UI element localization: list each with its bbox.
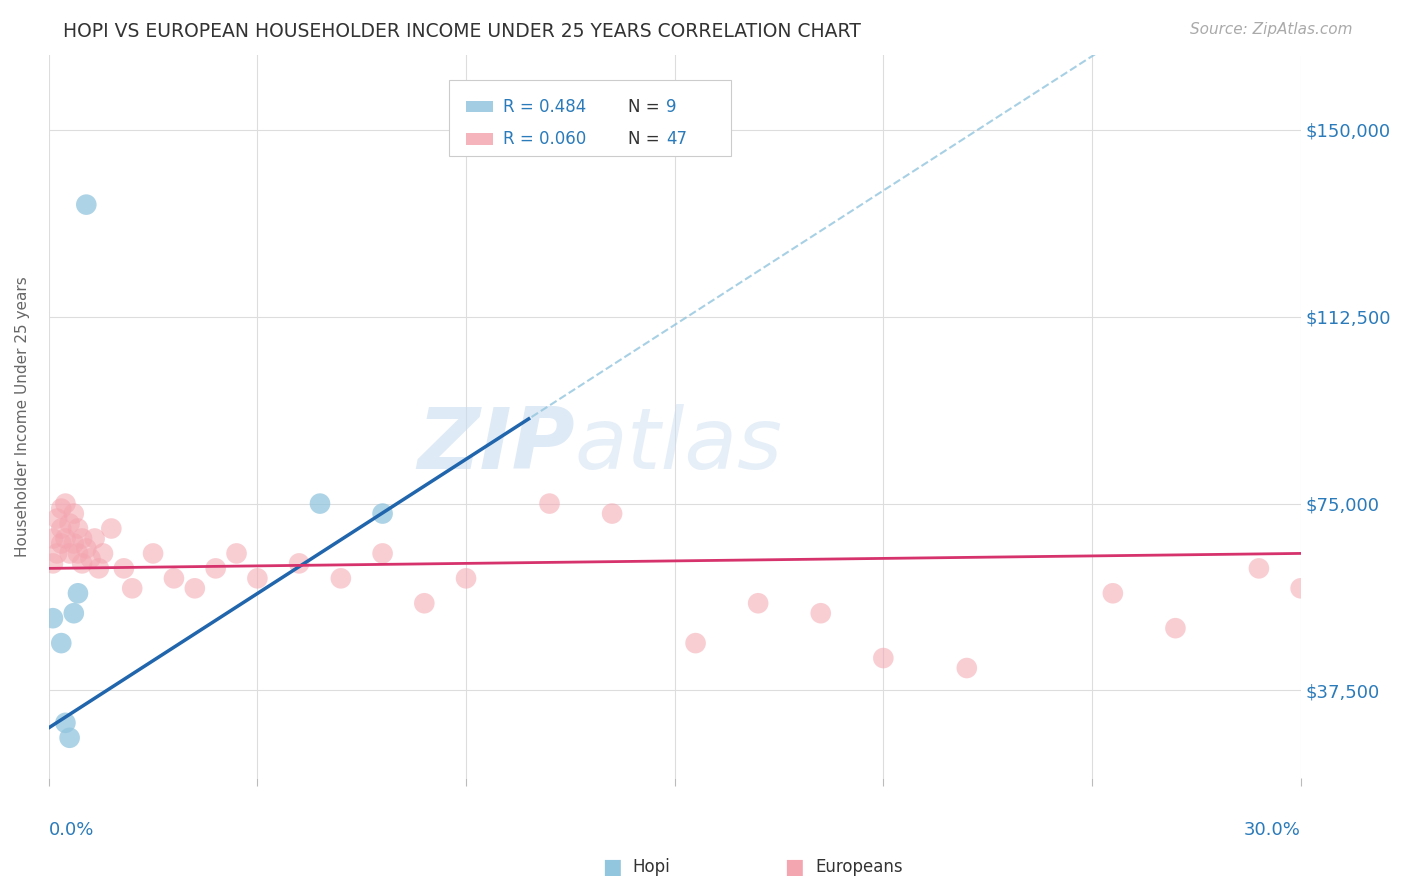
Point [1289,582,1312,596]
Point [1164,621,1187,635]
Point [810,606,832,620]
Text: 30.0%: 30.0% [1244,821,1301,839]
Point [62,536,84,550]
Point [288,557,311,571]
Point [51,536,73,550]
Point [329,571,352,585]
Point [142,546,165,560]
Text: 47: 47 [666,130,688,148]
Point [184,582,207,596]
Point [309,497,332,511]
Point [59,731,82,745]
Point [872,651,894,665]
Text: 0.0%: 0.0% [49,821,94,839]
Point [538,497,561,511]
Point [66,586,89,600]
Point [42,557,65,571]
Text: R = 0.484: R = 0.484 [503,98,586,116]
Point [75,197,97,211]
Point [70,557,93,571]
Point [371,507,394,521]
Text: R = 0.060: R = 0.060 [503,130,586,148]
Point [100,521,122,535]
Point [79,551,101,566]
Point [51,636,73,650]
Point [55,532,77,546]
Text: ZIP: ZIP [418,404,575,487]
Point [70,532,93,546]
Point [42,611,65,625]
Point [454,571,477,585]
Text: atlas: atlas [575,404,783,487]
Text: HOPI VS EUROPEAN HOUSEHOLDER INCOME UNDER 25 YEARS CORRELATION CHART: HOPI VS EUROPEAN HOUSEHOLDER INCOME UNDE… [63,22,860,41]
Point [371,546,394,560]
Point [51,521,73,535]
Point [246,571,269,585]
FancyBboxPatch shape [450,80,731,156]
Bar [465,101,494,112]
Text: Hopi: Hopi [633,858,671,876]
Point [1247,561,1270,575]
Point [46,511,69,525]
Point [42,532,65,546]
Point [600,507,623,521]
Point [91,546,114,560]
Point [121,582,143,596]
Point [66,521,89,535]
Point [59,516,82,531]
Text: N =: N = [628,130,659,148]
Point [51,501,73,516]
Point [956,661,979,675]
Point [163,571,186,585]
Point [204,561,226,575]
Point [87,561,110,575]
Point [112,561,135,575]
Y-axis label: Householder Income Under 25 years: Householder Income Under 25 years [15,276,30,557]
Text: Source: ZipAtlas.com: Source: ZipAtlas.com [1189,22,1353,37]
Point [62,606,84,620]
Text: Europeans: Europeans [815,858,903,876]
Point [59,546,82,560]
Point [62,507,84,521]
Text: 9: 9 [666,98,676,116]
Text: N =: N = [628,98,659,116]
Point [66,546,89,560]
Point [55,715,77,730]
Text: ■: ■ [602,857,621,877]
Point [225,546,247,560]
Point [46,546,69,560]
Point [747,596,769,610]
Point [75,541,97,556]
Point [413,596,436,610]
Text: ■: ■ [785,857,804,877]
Point [83,532,105,546]
Point [55,497,77,511]
Point [685,636,707,650]
Point [1102,586,1125,600]
Bar [465,133,494,145]
